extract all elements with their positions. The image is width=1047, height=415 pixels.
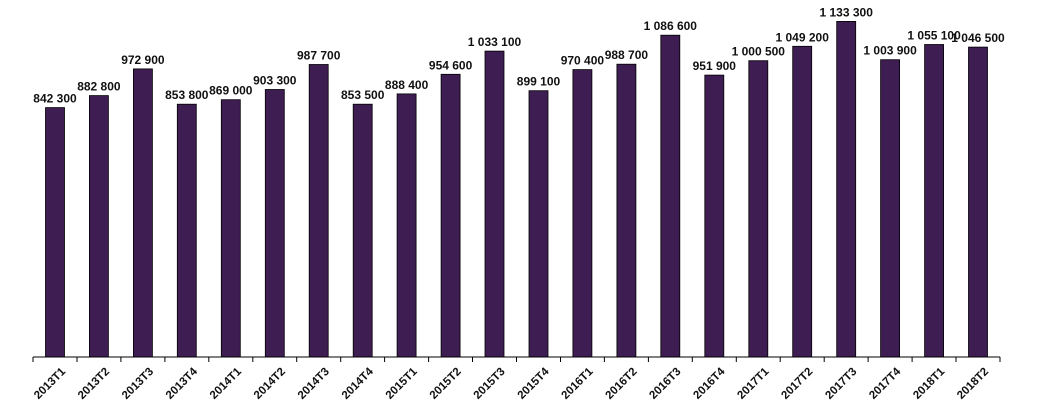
- value-label-2013T3: 972 900: [121, 53, 165, 67]
- tick-label-2015T1: 2015T1: [384, 365, 420, 401]
- value-label-2014T3: 987 700: [297, 49, 341, 63]
- tick-label-2014T2: 2014T2: [252, 366, 288, 402]
- value-label-2017T2: 1 049 200: [776, 30, 830, 44]
- bar-2017T2: [792, 45, 813, 358]
- bar-2018T1: [924, 44, 944, 358]
- bar-2014T1: [220, 99, 241, 358]
- tick-label-2013T1: 2013T1: [32, 365, 68, 401]
- value-label-2016T1: 970 400: [561, 54, 605, 68]
- tick-label-2015T4: 2015T4: [516, 365, 552, 401]
- bar-2016T2: [616, 63, 637, 358]
- x-axis-tick-labels: 2013T1 2013T2 2013T3 2013T4 2014T1 2014T2 2014…: [32, 365, 991, 401]
- value-label-2014T4: 853 500: [341, 88, 385, 102]
- tick-label-2015T3: 2015T3: [472, 366, 508, 402]
- value-label-2015T4: 899 100: [517, 75, 561, 89]
- tick-label-2014T4: 2014T4: [340, 365, 376, 401]
- value-label-2017T4: 1 003 900: [863, 44, 917, 58]
- value-label-2018T2: 1 046 500: [951, 31, 1005, 45]
- bar-2013T1: [45, 107, 65, 358]
- value-label-2013T2: 882 800: [77, 80, 121, 94]
- bar-2015T2: [440, 73, 461, 358]
- value-label-2013T4: 853 800: [165, 88, 209, 102]
- bar-2014T2: [264, 89, 285, 358]
- tick-label-2014T1: 2014T1: [208, 365, 244, 401]
- tick-label-2017T1: 2017T1: [735, 365, 771, 401]
- value-label-2017T3: 1 133 300: [820, 5, 874, 19]
- value-label-2014T2: 903 300: [253, 74, 297, 88]
- value-label-2015T3: 1 033 100: [468, 35, 522, 49]
- bar-2015T3: [484, 50, 505, 358]
- tick-label-2016T4: 2016T4: [691, 365, 727, 401]
- value-label-2016T3: 1 086 600: [644, 19, 698, 33]
- tick-label-2016T1: 2016T1: [560, 365, 596, 401]
- tick-label-2014T3: 2014T3: [296, 366, 332, 402]
- bar-2013T4: [176, 103, 197, 358]
- bar-2013T3: [132, 68, 153, 358]
- tick-label-2015T2: 2015T2: [428, 366, 464, 402]
- bar-2016T4: [704, 74, 725, 358]
- bar-2017T4: [880, 59, 900, 358]
- bars-group: [45, 20, 988, 358]
- bar-2014T3: [308, 64, 329, 358]
- value-label-2015T1: 888 400: [385, 78, 429, 92]
- value-label-2016T4: 951 900: [693, 59, 737, 73]
- tick-label-2016T3: 2016T3: [647, 366, 683, 402]
- bar-2016T3: [660, 34, 681, 358]
- value-label-2016T2: 988 700: [605, 48, 649, 62]
- bar-2018T2: [968, 46, 988, 358]
- tick-label-2017T4: 2017T4: [867, 365, 903, 401]
- bar-2016T1: [572, 69, 593, 358]
- tick-label-2013T3: 2013T3: [120, 366, 156, 402]
- value-label-2014T1: 869 000: [209, 84, 253, 98]
- bar-2014T4: [352, 103, 373, 358]
- tick-label-2016T2: 2016T2: [604, 366, 640, 402]
- tick-label-2013T4: 2013T4: [164, 365, 200, 401]
- tick-label-2017T2: 2017T2: [779, 366, 815, 402]
- value-label-2018T1: 1 055 100: [907, 29, 961, 43]
- tick-label-2018T2: 2018T2: [955, 366, 991, 402]
- x-axis-ticks: [32, 357, 1001, 362]
- bar-2015T4: [528, 90, 549, 358]
- bar-2017T3: [836, 20, 857, 358]
- value-label-2013T1: 842 300: [33, 92, 77, 106]
- bar-2013T2: [89, 95, 109, 358]
- tick-label-2018T1: 2018T1: [911, 365, 947, 401]
- bar-2015T1: [396, 93, 417, 358]
- value-label-2015T2: 954 600: [429, 58, 473, 72]
- tick-label-2013T2: 2013T2: [76, 366, 112, 402]
- bar-2017T1: [748, 60, 769, 358]
- tick-label-2017T3: 2017T3: [823, 366, 859, 402]
- value-label-2017T1: 1 000 500: [732, 45, 786, 59]
